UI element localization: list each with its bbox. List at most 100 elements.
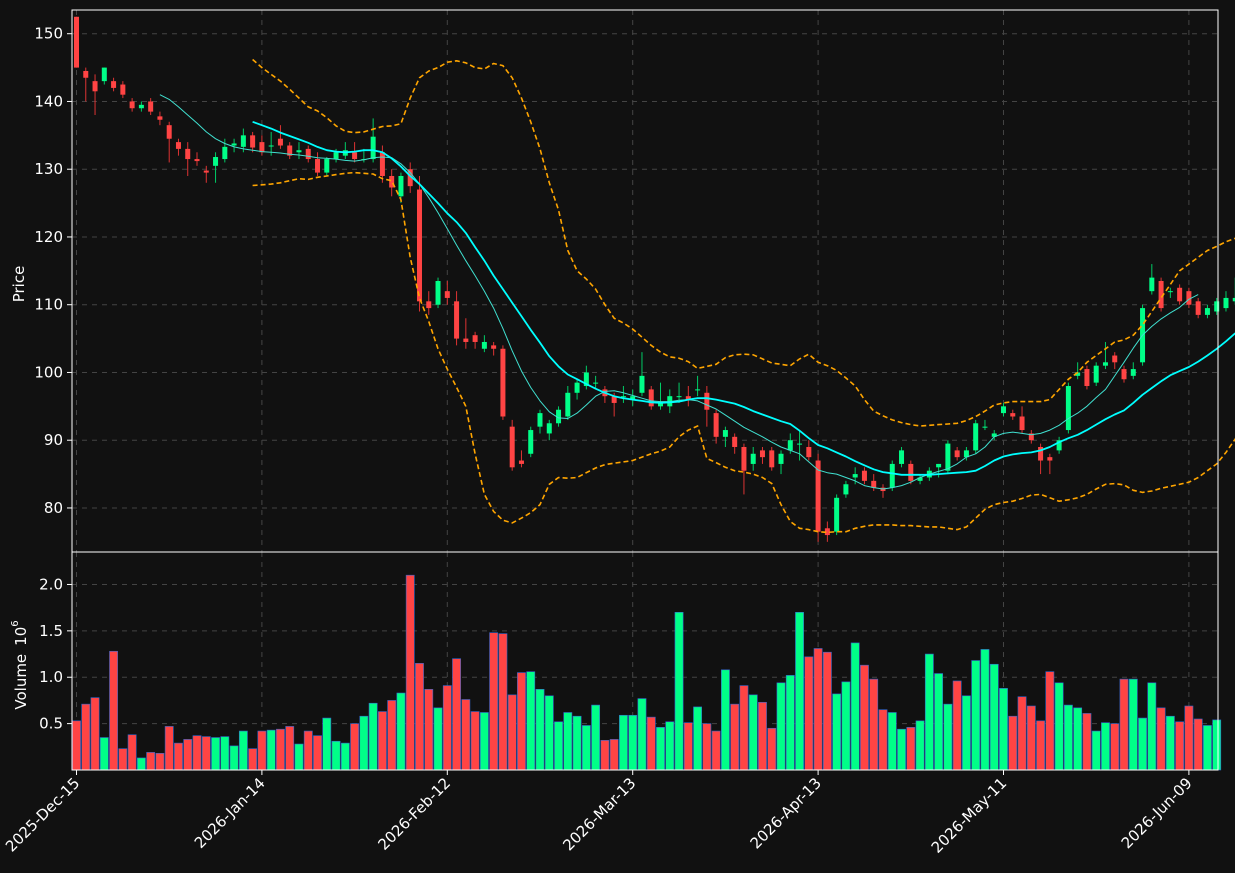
candle-body [1232,297,1235,302]
candle-down [815,453,821,542]
volume-panel: 0.5 1.0 1.5 2.0 Volume106 [10,551,1222,771]
candle-body [1019,416,1025,431]
volume-bar [1026,705,1036,771]
price-axis-label: Price [10,266,28,303]
candle-down [648,386,654,410]
candle-up [528,426,534,458]
volume-bar [183,739,193,771]
volume-y-tick-label: 0.5 [39,715,63,733]
candle-body [917,477,923,481]
candle-body [704,392,710,410]
candle-down [685,386,691,407]
candle-down [426,291,432,315]
volume-axis-exponent: 6 [10,620,21,626]
candle-up [1001,402,1006,417]
candle-down [1084,365,1090,390]
candle-body [1075,372,1081,376]
volume-bar [897,728,906,771]
candle-body [491,345,497,349]
candle-body [1102,362,1108,366]
volume-y-tick-label: 2.0 [39,575,63,593]
candle-down [74,16,79,68]
candle-down [908,460,914,485]
volume-bar [934,673,944,771]
candle-body [1167,291,1173,293]
candle-body [676,396,682,398]
candle-body [658,402,664,407]
candle-body [148,101,154,112]
volume-bar [554,721,563,771]
volume-y-tick-label: 1.0 [39,668,63,686]
volume-bar [795,611,804,771]
candle-down [203,165,209,183]
volume-bar [99,737,109,771]
volume-bar [822,651,832,771]
candle-down [83,67,89,102]
volume-bar [887,712,897,771]
candle-up [639,352,645,397]
candle-body [463,338,469,342]
candle-up [222,138,228,163]
candle-body [583,372,589,387]
volume-bar [470,711,480,771]
volume-bar [109,650,118,771]
candle-body [277,138,283,146]
candle-body [370,136,376,160]
volume-bar [489,632,499,771]
candle-body [593,382,599,384]
candle-body [1010,413,1016,417]
candle-down [1158,277,1164,312]
candle-up [1075,362,1081,380]
candle-body [222,146,228,160]
candle-down [157,111,163,126]
ma-short-line [159,94,1199,490]
candle-body [509,426,515,468]
candle-down [1121,365,1127,383]
volume-bar [174,742,183,771]
candle-body [889,463,895,488]
volume-bar [1008,715,1018,771]
candle-up [963,446,969,461]
volume-bar [248,748,258,771]
volume-bar [1073,707,1083,771]
volume-bar [832,693,842,771]
candle-up [101,67,107,85]
volume-bar [331,740,341,771]
price-y-tick-label: 100 [34,363,63,381]
candle-up [778,450,784,475]
candle-up [991,430,997,441]
candle-up [138,101,144,112]
candle-down [491,341,497,356]
price-y-tick-label: 150 [34,25,63,43]
candle-down [954,446,960,461]
candle-up [843,480,849,498]
price-y-tick-label: 120 [34,228,63,246]
volume-bar [350,723,359,771]
volume-bar [628,714,638,771]
candle-up [797,430,803,461]
volume-bar [1156,707,1166,771]
volume-bar [693,706,702,771]
candle-body [518,460,524,464]
candle-body [352,152,358,160]
candle-up [722,426,728,447]
candle-up [1056,436,1062,454]
candle-up [556,406,562,427]
volume-y-ticks: 0.5 1.0 1.5 2.0 [39,575,72,733]
volume-bar [72,720,81,771]
candle-body [324,159,330,173]
volume-bar [1082,713,1092,771]
candle-body [1204,308,1210,315]
candle-body [194,159,200,162]
volume-bar [164,726,174,771]
candle-body [416,189,422,302]
volume-bar [563,712,573,771]
volume-bar [211,737,220,771]
candle-up [1232,277,1235,305]
candle-body [871,480,877,488]
volume-bar [1147,682,1157,771]
candle-body [685,396,691,400]
volume-bar [1110,723,1120,771]
candle-body [750,453,756,464]
